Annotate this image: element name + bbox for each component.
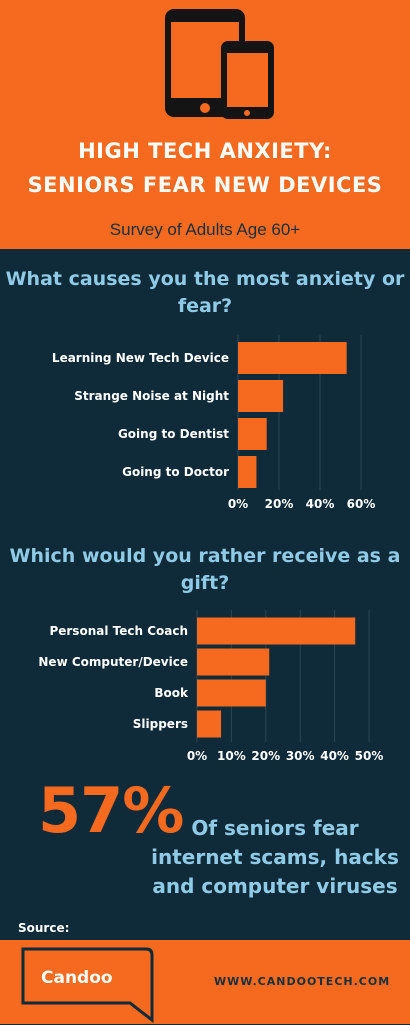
source-label: Source: bbox=[18, 921, 70, 935]
tick-label: 20% bbox=[251, 749, 280, 763]
category-label: Going to Doctor bbox=[122, 465, 229, 479]
chart-1-title: What causes you the most anxiety or fear… bbox=[5, 268, 405, 317]
tablet-and-phone-icon bbox=[165, 9, 274, 119]
category-label: Book bbox=[154, 686, 189, 700]
bar bbox=[238, 380, 284, 412]
category-label: Strange Noise at Night bbox=[74, 389, 229, 403]
candoo-logo-bubble bbox=[21, 947, 154, 1024]
chart-gift: 0% 10% 20% 30% 40% 50% Personal Tech Coach New … bbox=[38, 610, 384, 763]
stat-percent: 57% bbox=[38, 774, 184, 847]
tick-label: 10% bbox=[217, 749, 246, 763]
tick-label: 60% bbox=[347, 497, 376, 511]
tick-label: 20% bbox=[265, 497, 294, 511]
bar bbox=[197, 679, 266, 707]
stat-text: Of seniors fear internet scams, hacks an… bbox=[151, 816, 399, 898]
website-url[interactable]: WWW.CANDOOTECH.COM bbox=[214, 975, 391, 988]
footer-banner bbox=[0, 940, 410, 1024]
title-line-2: SENIORS FEAR NEW DEVICES bbox=[27, 173, 383, 197]
logo-text: Candoo bbox=[41, 968, 113, 988]
tick-label: 0% bbox=[187, 749, 207, 763]
header-banner: HIGH TECH ANXIETY: SENIORS FEAR NEW DEVI… bbox=[0, 0, 410, 249]
bar bbox=[238, 342, 347, 374]
bar bbox=[238, 418, 267, 450]
tick-label: 50% bbox=[355, 749, 384, 763]
category-label: Learning New Tech Device bbox=[52, 351, 229, 365]
category-label: Slippers bbox=[133, 717, 188, 731]
chart-2-title: Which would you rather receive as a gift… bbox=[9, 545, 401, 594]
bar bbox=[197, 648, 270, 676]
bar bbox=[238, 456, 257, 488]
tick-label: 30% bbox=[286, 749, 315, 763]
tick-label: 40% bbox=[320, 749, 349, 763]
title-line-1: HIGH TECH ANXIETY: bbox=[78, 139, 332, 163]
chart-anxiety: 0% 20% 40% 60% Learning New Tech Device Stran… bbox=[52, 335, 376, 511]
tick-label: 40% bbox=[306, 497, 335, 511]
bar bbox=[197, 617, 356, 645]
category-label: Going to Dentist bbox=[118, 427, 229, 441]
category-label: New Computer/Device bbox=[38, 655, 188, 669]
subtitle: Survey of Adults Age 60+ bbox=[109, 220, 301, 239]
tick-label: 0% bbox=[228, 497, 248, 511]
bar bbox=[197, 710, 222, 738]
category-label: Personal Tech Coach bbox=[49, 624, 188, 638]
